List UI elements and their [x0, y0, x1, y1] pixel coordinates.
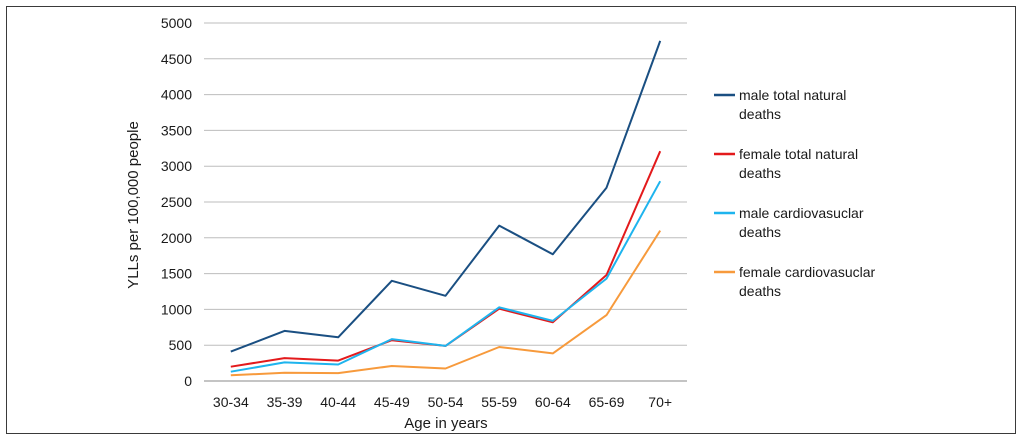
y-tick-label: 4500: [161, 51, 192, 67]
series-line-2: [230, 180, 662, 373]
legend-label: deaths: [739, 224, 781, 240]
series-line-0: [230, 40, 662, 353]
series-lines: [230, 40, 662, 377]
x-tick-label: 40-44: [320, 394, 356, 410]
y-tick-label: 3500: [161, 122, 192, 138]
legend-label: male cardiovasuclar: [739, 205, 864, 221]
x-tick-label: 70+: [648, 394, 672, 410]
legend-label: deaths: [739, 106, 781, 122]
x-tick-label: 30-34: [213, 394, 249, 410]
y-tick-label: 0: [184, 373, 192, 389]
legend-label: female cardiovasuclar: [739, 264, 876, 280]
x-tick-label: 60-64: [535, 394, 571, 410]
y-tick-label: 1500: [161, 266, 192, 282]
x-tick-label: 65-69: [589, 394, 625, 410]
chart-frame: [6, 6, 1016, 434]
legend-label: deaths: [739, 283, 781, 299]
y-tick-labels: 0 500 1000 1500 2000 2500 3000 3500 4000 4500 5000: [161, 15, 192, 389]
x-tick-label: 35-39: [267, 394, 303, 410]
y-tick-label: 2500: [161, 194, 192, 210]
gridlines: [204, 22, 687, 346]
legend-label: male total natural: [739, 87, 846, 103]
y-tick-label: 4000: [161, 87, 192, 103]
y-axis-label: YLLs per 100,000 people: [125, 121, 142, 289]
x-tick-label: 50-54: [428, 394, 464, 410]
legend-label: female total natural: [739, 146, 858, 162]
y-tick-label: 2000: [161, 230, 192, 246]
series-line-3: [230, 230, 662, 377]
y-tick-label: 1000: [161, 301, 192, 317]
x-tick-label: 55-59: [481, 394, 517, 410]
legend-label: deaths: [739, 165, 781, 181]
legend: male total natural deaths female total nat…: [714, 87, 876, 299]
x-axis-label: Age in years: [404, 415, 487, 432]
series-line-1: [230, 150, 662, 368]
x-tick-labels: 30-34 35-39 40-44 45-49 50-54 55-59 60-64 65-69…: [213, 394, 672, 410]
x-tick-label: 45-49: [374, 394, 410, 410]
y-tick-label: 500: [169, 337, 193, 353]
y-tick-label: 5000: [161, 15, 192, 31]
y-tick-label: 3000: [161, 158, 192, 174]
